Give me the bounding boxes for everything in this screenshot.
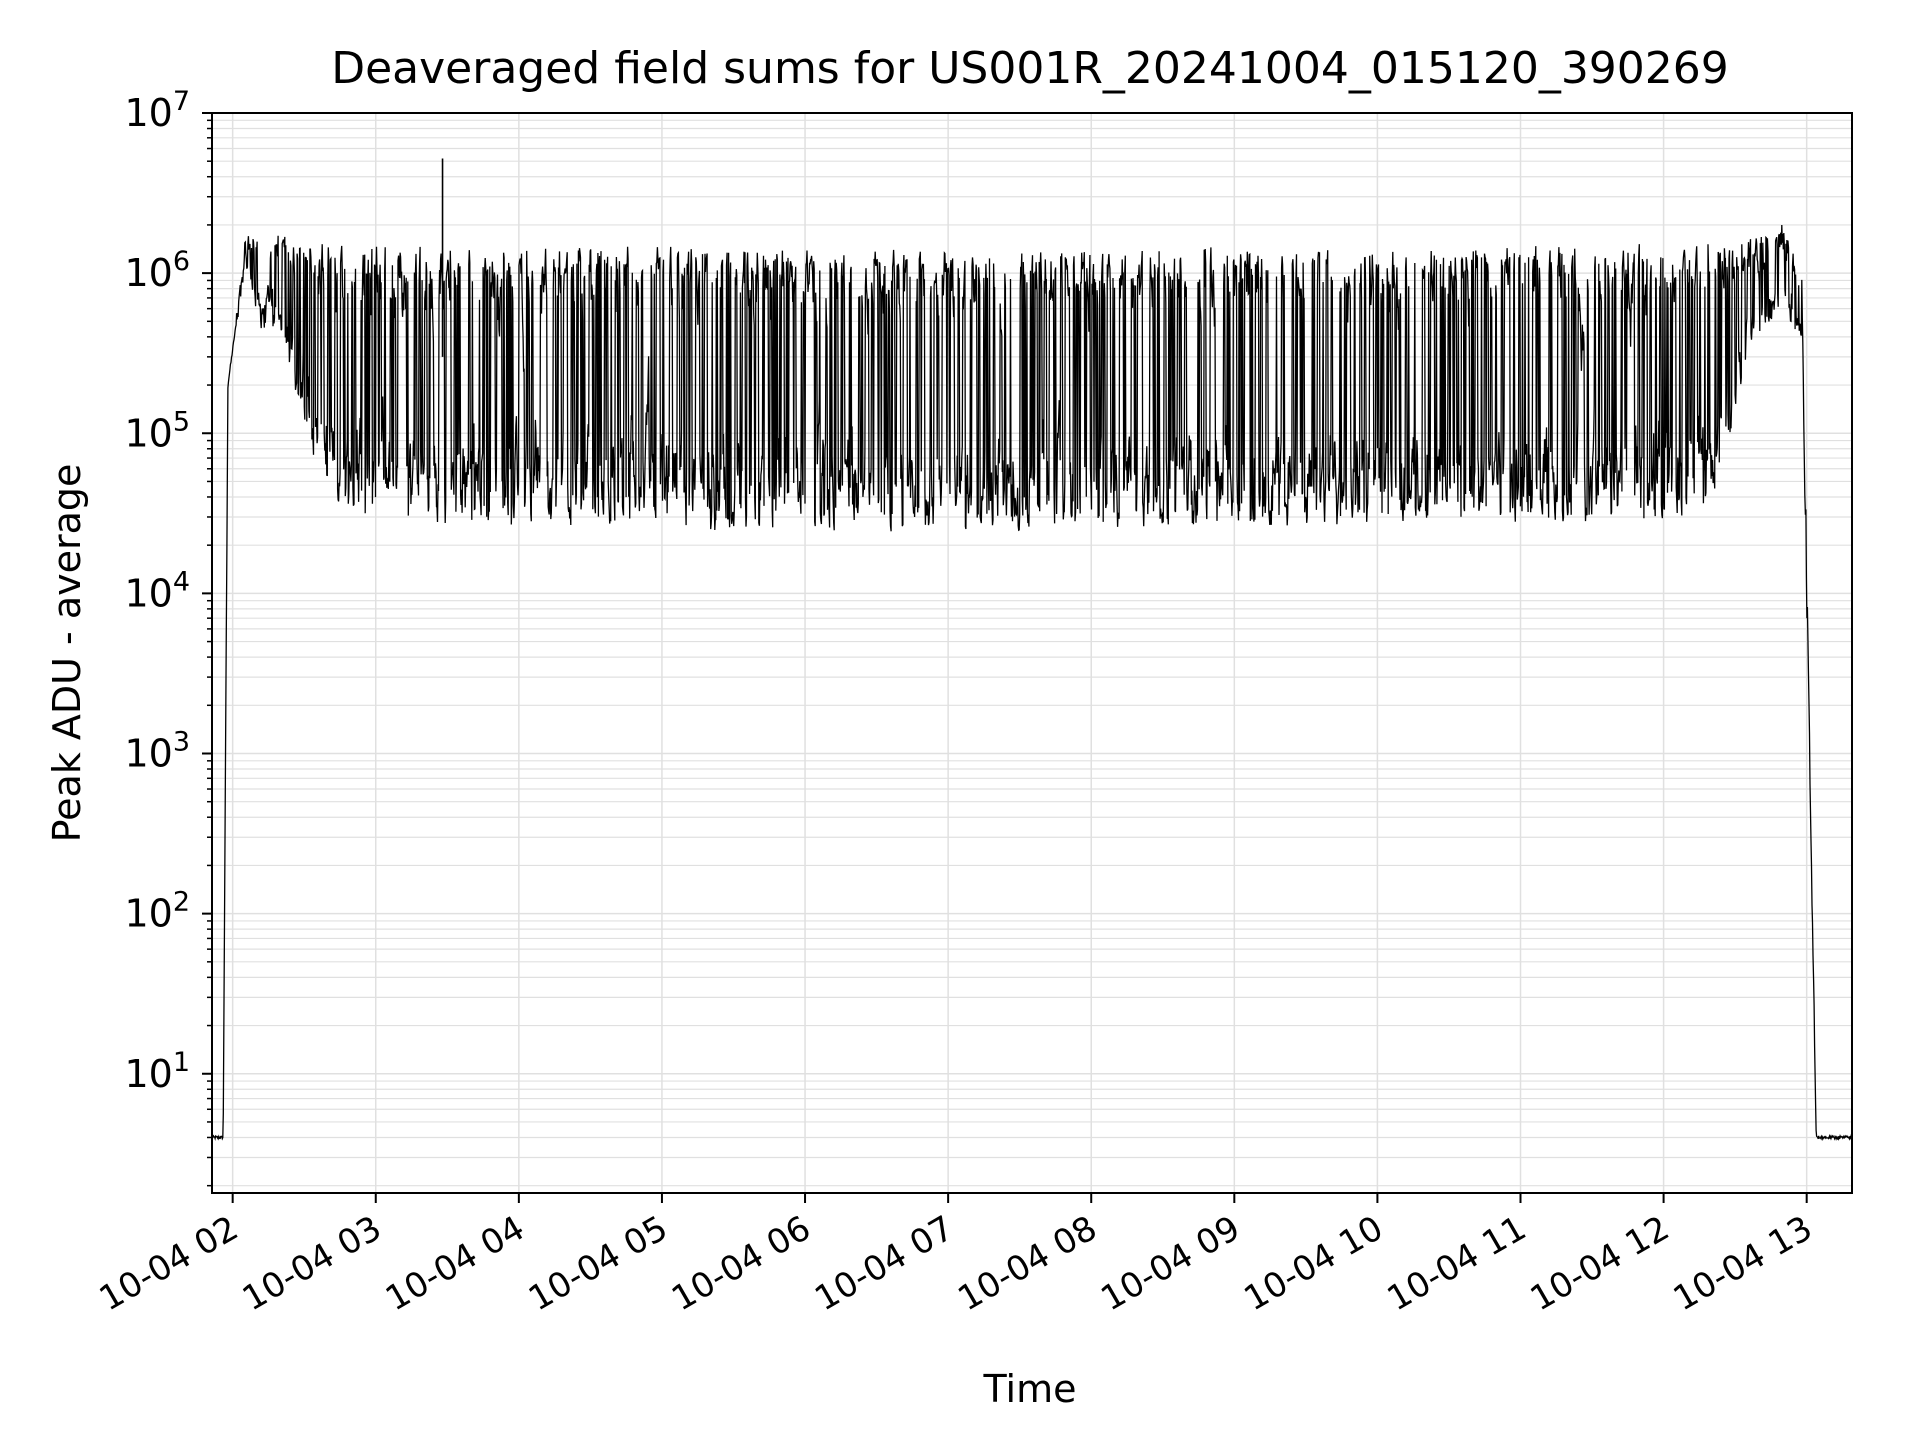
- y-tick-base: 10: [124, 892, 172, 936]
- y-tick-exponent: 3: [173, 727, 190, 758]
- y-tick-base: 10: [124, 571, 172, 615]
- y-tick-exponent: 7: [173, 86, 190, 117]
- y-tick-label: 101: [124, 1047, 190, 1096]
- y-tick-exponent: 6: [173, 246, 190, 277]
- y-tick-label: 103: [124, 727, 190, 776]
- y-tick-label: 106: [124, 246, 190, 295]
- data-series: [211, 158, 1853, 1142]
- plot-frame: [211, 112, 1853, 1194]
- y-tick-label: 104: [124, 566, 190, 615]
- y-tick-exponent: 5: [173, 406, 190, 437]
- x-axis-label: Time: [983, 1367, 1077, 1411]
- y-tick-label: 107: [124, 86, 190, 135]
- chart-title: Deaveraged field sums for US001R_2024100…: [331, 43, 1729, 94]
- y-tick-label: 105: [124, 406, 190, 455]
- y-tick-base: 10: [124, 411, 172, 455]
- y-tick-base: 10: [124, 732, 172, 776]
- y-tick-base: 10: [124, 1052, 172, 1096]
- series-line: [211, 224, 1853, 1142]
- y-tick-exponent: 4: [173, 566, 190, 597]
- y-tick-base: 10: [124, 251, 172, 295]
- y-tick-exponent: 1: [173, 1047, 190, 1078]
- y-tick-base: 10: [124, 91, 172, 135]
- y-tick-exponent: 2: [173, 887, 190, 918]
- y-tick-label: 102: [124, 887, 190, 936]
- y-axis-label: Peak ADU - average: [45, 464, 89, 843]
